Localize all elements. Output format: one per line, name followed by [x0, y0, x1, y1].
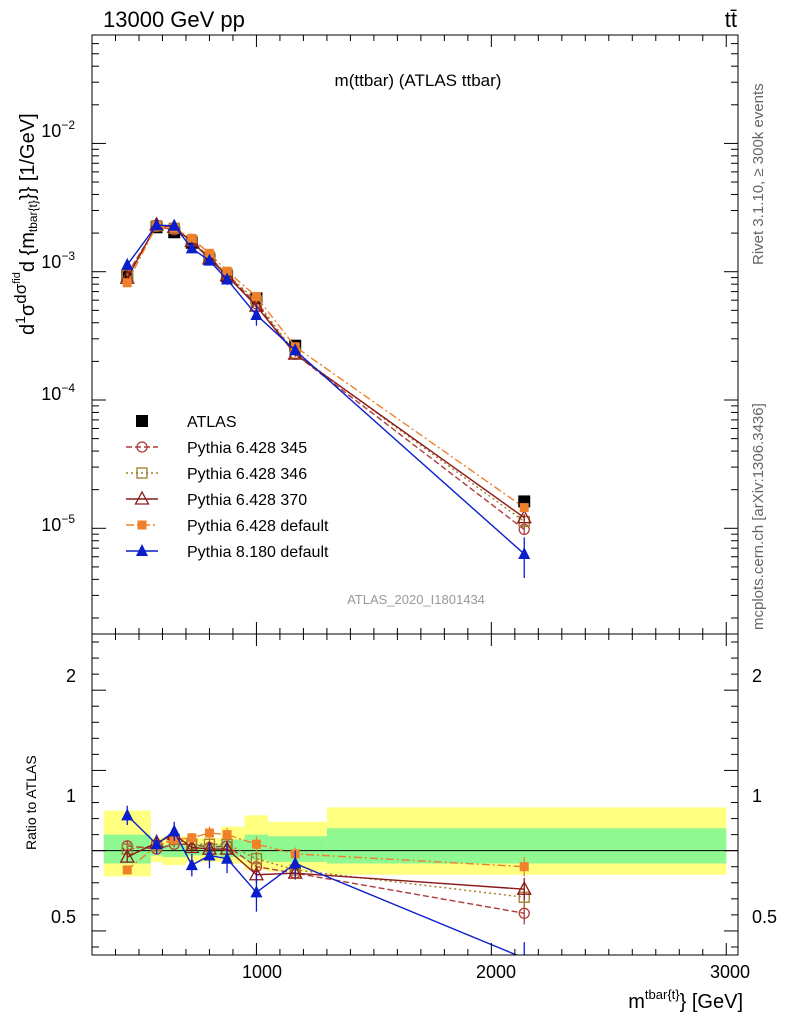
data-point [168, 218, 181, 231]
xtick-label-3000: 3000 [710, 962, 750, 982]
ratio-point [221, 851, 234, 864]
data-point [204, 248, 214, 258]
ratio-point [287, 864, 303, 879]
ratio-point [250, 853, 263, 865]
ratio-series-pythia-8-180-default [121, 805, 525, 955]
series-pythia-6-428-346 [121, 220, 530, 528]
legend-label: Pythia 6.428 default [187, 518, 329, 535]
legend-label: Pythia 6.428 346 [187, 466, 307, 483]
main-y-axis-label: d1σdσfidd {mtbar{t}}} [1/GeV] [11, 113, 40, 335]
series-line-pythia-6-428-default [126, 225, 525, 509]
legend-label: Pythia 6.428 345 [187, 440, 307, 457]
ytick-label-1e-4: 10−4 [41, 381, 75, 404]
xtick-label-1000: 1000 [242, 962, 282, 982]
x-axis-label: mtbar{t}} [GeV] [628, 987, 743, 1013]
legend-item-pythia-6-428-370: Pythia 6.428 370 [126, 490, 307, 509]
ratio-y-axis-label: Ratio to ATLAS [23, 755, 39, 850]
plot-title: m(ttbar) (ATLAS ttbar) [335, 71, 502, 90]
header-right: tt̄ [725, 7, 737, 32]
legend-marker [136, 415, 148, 427]
ytick-label-1e-3: 10−3 [41, 249, 75, 272]
data-point [150, 218, 163, 231]
ratio-point [184, 839, 200, 854]
legend-marker [136, 441, 148, 453]
legend-marker [134, 490, 150, 505]
ratio-point [204, 828, 214, 838]
ratio-point [289, 856, 302, 869]
legend-item-pythia-6-428-default: Pythia 6.428 default [126, 518, 329, 535]
ylabel-one: 1 [12, 316, 28, 324]
legend-label: Pythia 6.428 370 [187, 492, 307, 509]
ylabel-d: d [17, 324, 39, 335]
ratio-point [168, 824, 181, 837]
ratio-ytick-05-left: 0.5 [51, 907, 76, 927]
ylabel-close: }} [1/GeV] [17, 113, 39, 200]
legend-label: Pythia 8.180 default [187, 544, 329, 561]
ratio-point [203, 848, 216, 861]
analysis-watermark: ATLAS_2020_I1801434 [347, 592, 485, 607]
data-point [185, 241, 198, 254]
ratio-plot-area [91, 633, 739, 956]
ylabel-sigma: σ [17, 303, 39, 316]
series-pythia-8-180-default [121, 218, 531, 578]
legend-label: ATLAS [187, 414, 237, 431]
ratio-point [187, 833, 197, 843]
ylabel-dsigma: dσ [11, 283, 30, 303]
data-point [221, 272, 234, 285]
legend-item-atlas: ATLAS [136, 414, 237, 431]
data-point [518, 547, 531, 560]
ratio-ytick-1-left: 1 [66, 786, 76, 806]
legend-item-pythia-6-428-345: Pythia 6.428 345 [126, 440, 307, 457]
data-point [250, 307, 263, 320]
data-point [516, 509, 532, 524]
ratio-plot-frame [91, 633, 739, 956]
data-point [251, 292, 261, 302]
legend-marker [137, 520, 147, 530]
data-point [289, 343, 302, 356]
legend-marker [136, 467, 148, 479]
legend-item-pythia-6-428-346: Pythia 6.428 346 [126, 466, 307, 483]
side-label-mcplots: mcplots.cern.ch [arXiv:1306.3436] [750, 403, 767, 630]
xtick-label-2000: 2000 [476, 962, 516, 982]
ratio-point [222, 830, 232, 840]
ratio-point [516, 880, 532, 895]
ratio-ytick-05-right: 0.5 [752, 907, 777, 927]
data-point [121, 257, 134, 270]
series-pythia-6-428-370 [119, 216, 532, 524]
series-pythia-6-428-default [122, 221, 529, 513]
ratio-ytick-2-right: 2 [752, 666, 762, 686]
ratio-point [185, 858, 198, 871]
ylabel-fid: fid [11, 272, 23, 284]
side-label-rivet: Rivet 3.1.10, ≥ 300k events [750, 83, 767, 265]
ratio-point [121, 808, 134, 821]
data-point [187, 233, 197, 243]
ratio-point [251, 839, 261, 849]
ratio-point [519, 862, 529, 872]
ratio-point [250, 885, 263, 898]
ratio-ytick-2-left: 2 [66, 666, 76, 686]
ytick-label-1e-2: 10−2 [41, 118, 75, 141]
data-point [122, 278, 132, 288]
uncertainty-band-green [326, 828, 727, 864]
ratio-point [150, 837, 163, 850]
legend-item-pythia-8-180-default: Pythia 8.180 default [126, 544, 329, 561]
ytick-label-1e-5: 10−5 [41, 512, 75, 535]
header-left: 13000 GeV pp [103, 7, 245, 32]
data-point [519, 503, 529, 513]
data-point [203, 253, 216, 266]
ratio-point [122, 865, 132, 875]
data-point [222, 266, 232, 276]
ratio-ytick-1-right: 1 [752, 786, 762, 806]
legend: ATLAS Pythia 6.428 345 Pythia 6.428 346 Pyt… [126, 414, 329, 561]
ylabel-den: d {m [17, 232, 39, 272]
ratio-point [119, 848, 135, 863]
main-plot-area [91, 34, 739, 635]
series-atlas [121, 221, 531, 508]
legend-marker [136, 544, 148, 556]
ylabel-den-sub: tbar{t} [26, 200, 40, 232]
